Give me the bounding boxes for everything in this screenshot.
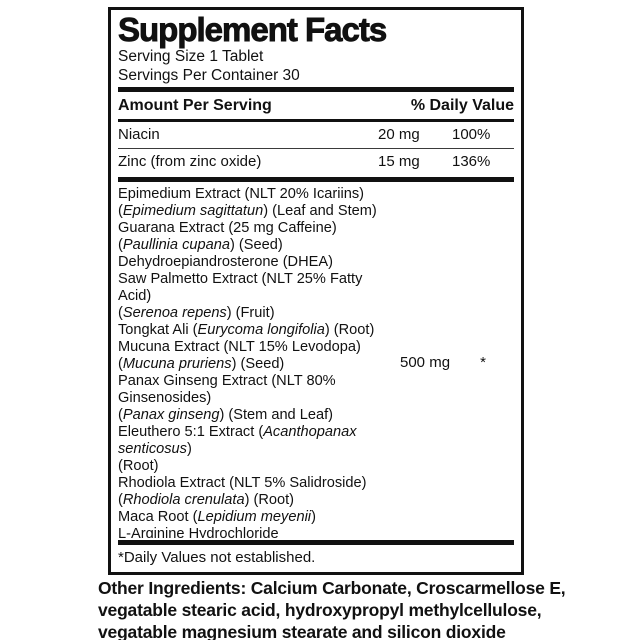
other-ingredients-line: Other Ingredients: Calcium Carbonate, Cr…	[98, 578, 566, 598]
nutrient-amount: 20 mg	[378, 126, 420, 143]
serving-size: Serving Size 1 Tablet	[118, 48, 264, 65]
blend-ingredient-line: (Mucuna pruriens) (Seed)	[118, 356, 285, 372]
blend-ingredient-line: Maca Root (Lepidium meyenii)	[118, 509, 316, 525]
nutrient-daily-value: 136%	[452, 153, 491, 170]
other-ingredients-line: vegatable magnesium stearate and silicon…	[98, 622, 506, 640]
blend-ingredient-line: Epimedium Extract (NLT 20% Icariins)	[118, 186, 365, 202]
divider-thick-top	[118, 87, 514, 92]
blend-ingredient-list: Epimedium Extract (NLT 20% Icariins) (Epi…	[118, 186, 378, 538]
blend-ingredient-line: (Epimedium sagittatun) (Leaf and Stem)	[118, 203, 377, 219]
divider-medium	[118, 119, 514, 122]
nutrient-daily-value: 100%	[452, 126, 491, 143]
servings-per-container: Servings Per Container 30	[118, 66, 300, 84]
blend-ingredient-line: Guarana Extract (25 mg Caffeine)	[118, 220, 337, 236]
blend-ingredient-line: Panax Ginseng Extract (NLT 80% Ginsenosi…	[118, 373, 336, 406]
blend-ingredient-line: L-Arginine Hydrochloride	[118, 526, 279, 538]
nutrient-row: Niacin 20 mg 100%	[118, 122, 514, 148]
other-ingredients-line: vegatable stearic acid, hydroxypropyl me…	[98, 600, 542, 620]
blend-ingredient-line: Tongkat Ali (Eurycoma longifolia) (Root)	[118, 322, 375, 338]
nutrient-row: Zinc (from zinc oxide) 15 mg 136%	[118, 149, 514, 175]
column-header-row: Amount Per Serving % Daily Value	[118, 92, 514, 119]
blend-ingredient-line: Dehydroepiandrosterone (DHEA)	[118, 254, 333, 270]
blend-amount: 500 mg	[400, 353, 451, 371]
blend-daily-value-asterisk: *	[480, 353, 486, 371]
other-ingredients-text: Other Ingredients: Calcium Carbonate, Cr…	[98, 577, 578, 640]
blend-ingredient-line: (Serenoa repens) (Fruit)	[118, 305, 275, 321]
blend-ingredient-line: Saw Palmetto Extract (NLT 25% Fatty Acid…	[118, 271, 363, 304]
amount-per-serving-header: Amount Per Serving	[118, 97, 272, 114]
nutrient-name: Zinc (from zinc oxide)	[118, 153, 262, 170]
daily-value-header: % Daily Value	[410, 97, 514, 114]
nutrient-name: Niacin	[118, 126, 160, 143]
blend-ingredient-line: Rhodiola Extract (NLT 5% Salidroside)	[118, 475, 367, 491]
daily-value-footnote: *Daily Values not established.	[118, 549, 316, 566]
divider-thick-bottom	[118, 540, 514, 545]
blend-ingredient-line: (Panax ginseng) (Stem and Leaf)	[118, 407, 333, 423]
proprietary-blend-row: Epimedium Extract (NLT 20% Icariins) (Epi…	[118, 182, 514, 538]
panel-title: Supplement Facts	[118, 11, 388, 48]
nutrient-amount: 15 mg	[378, 153, 420, 170]
divider-thick-middle	[118, 177, 514, 182]
blend-ingredient-line: (Paullinia cupana) (Seed)	[118, 237, 283, 253]
divider-thin	[118, 148, 514, 149]
blend-ingredient-line: Eleuthero 5:1 Extract (Acanthopanax sent…	[118, 424, 357, 457]
blend-ingredient-line: (Root)	[118, 458, 159, 474]
supplement-facts-panel: Supplement Facts Serving Size 1 Tablet S…	[108, 7, 524, 575]
blend-ingredient-line: (Rhodiola crenulata) (Root)	[118, 492, 295, 508]
blend-ingredient-line: Mucuna Extract (NLT 15% Levodopa)	[118, 339, 361, 355]
nutrient-rows: Niacin 20 mg 100% Zinc (from zinc oxide) 15 …	[118, 122, 514, 175]
